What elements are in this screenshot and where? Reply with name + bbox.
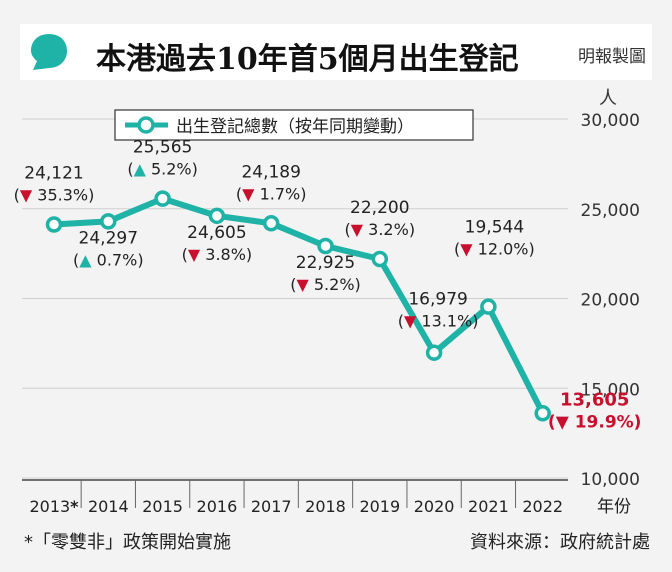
chart-title: 本港過去10年首5個月出生登記 [96,42,519,77]
series-line [51,195,546,417]
data-value-label: 24,121 [24,164,83,184]
x-tick-label: 2014 [88,497,129,516]
y-tick-label: 20,000 [581,291,640,311]
data-change-label: (▼ 3.8%) [182,245,253,264]
x-tick-label: 2022 [522,497,563,516]
data-value-label: 24,297 [79,228,138,248]
data-value-label: 25,565 [133,138,192,158]
data-point [100,213,117,230]
legend-marker-swatch [137,116,155,134]
data-point [534,405,551,422]
y-tick-label: 15,000 [581,380,640,400]
x-tick-label: 2017 [251,497,292,516]
data-value-label: 22,200 [350,198,409,218]
data-change-label: (▼ 19.9%) [548,412,642,432]
data-value-label: 16,979 [408,290,467,310]
data-change-label: (▼ 12.0%) [454,240,535,259]
x-tick-label: 2016 [197,497,238,516]
publisher-credit: 明報製圖 [578,47,646,67]
x-axis-unit: 年份 [597,497,631,517]
data-change-label: (▲ 5.2%) [127,160,198,179]
x-tick-label: 2021 [468,497,509,516]
x-tick-label: 2013* [29,497,79,516]
data-change-label: (▼ 1.7%) [236,184,307,203]
y-tick-label: 25,000 [581,201,640,221]
data-change-label: (▼ 13.1%) [398,312,479,331]
data-change-label: (▲ 0.7%) [73,250,144,269]
data-value-label: 13,605 [560,389,629,410]
data-point [425,344,443,361]
data-point [371,250,389,268]
data-value-label: 19,544 [465,218,524,238]
data-value-label: 24,189 [241,162,300,182]
y-tick-label: 30,000 [581,111,640,131]
data-point [208,207,226,225]
x-tick-label: 2018 [305,497,346,516]
legend-label: 出生登記總數（按年同期變動） [176,117,414,137]
chart-header: 本港過去10年首5個月出生登記 明報製圖 [20,24,652,80]
data-point [317,237,334,255]
data-change-label: (▼ 3.2%) [345,220,416,239]
data-point [480,298,497,315]
x-tick-label: 2020 [414,497,455,516]
x-tick-label: 2019 [359,497,400,516]
data-point [45,216,63,233]
x-tick-label: 2015 [142,497,183,516]
data-change-label: (▼ 5.2%) [290,275,361,294]
y-tick-label: 10,000 [581,470,640,490]
data-value-label: 22,925 [296,253,355,273]
data-change-label: (▼ 35.3%) [14,186,95,205]
data-value-label: 24,605 [187,223,246,243]
data-point [262,215,280,232]
policy-footnote: *「零雙非」政策開始實施 [24,532,231,553]
speech-bubble-icon [31,34,67,70]
legend-box [114,109,474,141]
data-source: 資料來源：政府統計處 [470,532,650,553]
y-axis-unit: 人 [599,88,617,109]
data-point [154,190,171,207]
